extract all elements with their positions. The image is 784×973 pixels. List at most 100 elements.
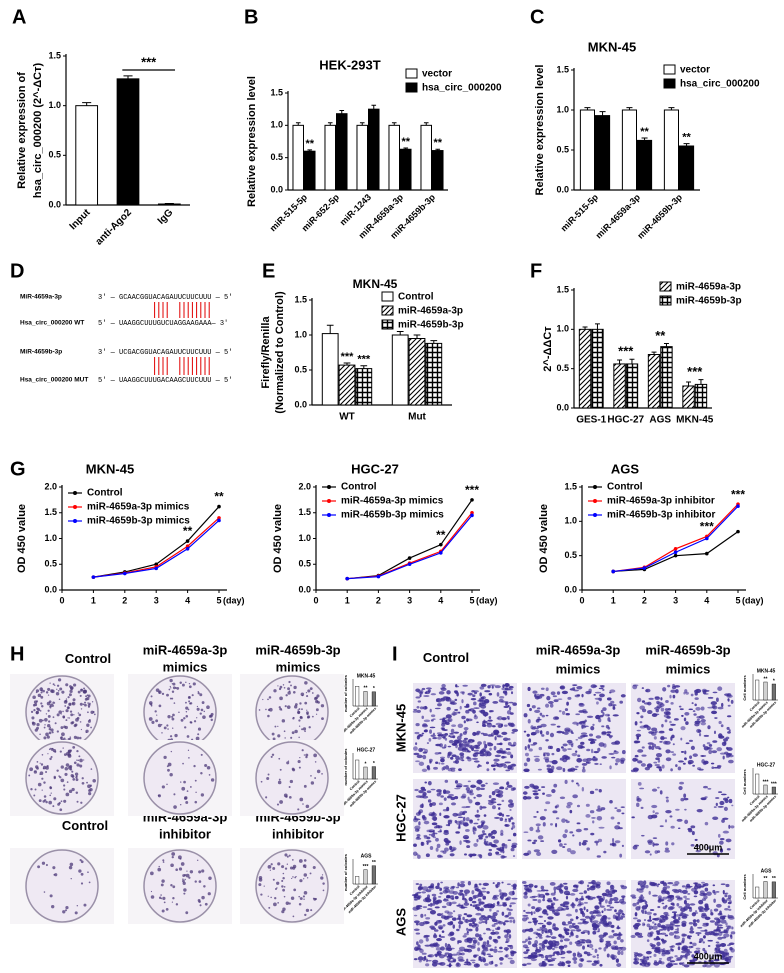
colony: [73, 698, 76, 701]
cell: [554, 699, 559, 702]
colony: [289, 796, 292, 799]
cell: [432, 737, 437, 739]
cell: [523, 791, 528, 795]
cell: [507, 765, 512, 769]
colony: [34, 771, 35, 772]
colony: [61, 765, 64, 768]
cell: [437, 703, 442, 706]
cell: [464, 744, 469, 747]
cell: [492, 830, 497, 835]
colony: [39, 719, 43, 723]
colony: [79, 737, 82, 740]
y-tick-label: 0.0: [44, 584, 57, 594]
colony: [322, 882, 324, 884]
cell: [509, 920, 512, 923]
cell: [621, 812, 624, 814]
cell: [600, 903, 602, 906]
cell: [438, 925, 443, 929]
cell: [505, 787, 508, 790]
cell: [466, 959, 468, 962]
colony: [73, 683, 76, 686]
colony: [306, 805, 310, 809]
significance: **: [655, 328, 666, 343]
cell: [595, 925, 599, 929]
cell: [722, 917, 726, 919]
cell: [621, 951, 624, 956]
cell: [558, 839, 561, 842]
cell: [538, 916, 542, 918]
cell: [621, 694, 626, 697]
cell: [489, 948, 493, 951]
cell: [665, 841, 668, 845]
cell: [631, 816, 634, 818]
colony: [49, 786, 51, 788]
cell: [562, 846, 565, 848]
colony: [36, 700, 38, 702]
legend-label: miR-4659b-3p mimics: [341, 510, 444, 521]
legend-label: miR-4659b-3p: [398, 320, 464, 331]
colony: [46, 691, 48, 693]
cell: [446, 902, 452, 906]
cell: [507, 883, 511, 885]
cell: [489, 748, 492, 751]
cell: [560, 903, 565, 906]
cell: [584, 906, 586, 910]
cell: [616, 963, 621, 967]
cell: [505, 824, 508, 826]
colony: [293, 686, 296, 689]
cell: [726, 747, 729, 750]
cell: [523, 769, 529, 772]
colony: [187, 790, 189, 792]
colony: [199, 693, 202, 696]
cell: [450, 937, 456, 941]
cell: [439, 802, 443, 805]
colony: [45, 801, 47, 803]
colony: [40, 702, 42, 704]
cell: [595, 882, 601, 886]
colony: [170, 687, 171, 688]
colony: [155, 719, 158, 722]
cell: [715, 947, 721, 950]
cell: [450, 853, 455, 856]
cell: [660, 881, 664, 884]
significance: ***: [687, 364, 703, 379]
x-tick-label: Mut: [408, 412, 426, 423]
cell: [422, 769, 427, 772]
column-header: inhibitor: [159, 826, 211, 841]
cell: [672, 884, 678, 886]
cell: [559, 889, 563, 893]
cell: [536, 933, 541, 935]
cell: [634, 958, 637, 961]
colony: [304, 681, 307, 684]
cell: [497, 716, 502, 720]
cell: [526, 796, 532, 799]
cell: [684, 820, 688, 824]
colony: [61, 713, 62, 714]
cell: [668, 895, 674, 898]
colony: [171, 716, 173, 718]
colony: [41, 778, 43, 780]
colony: [312, 692, 314, 694]
cell: [697, 719, 700, 721]
cell: [553, 784, 557, 788]
cell: [591, 886, 595, 889]
dish: [26, 850, 98, 922]
cell: [421, 842, 424, 846]
cell: [467, 931, 469, 934]
cell: [484, 841, 487, 845]
cell: [660, 825, 664, 827]
legend-swatch: [660, 296, 671, 305]
cell: [666, 950, 671, 952]
cell: [449, 931, 454, 935]
colony: [159, 692, 161, 694]
colony: [42, 690, 45, 693]
cell: [433, 767, 438, 770]
cell: [725, 953, 729, 957]
colony: [61, 691, 64, 694]
cell: [481, 784, 486, 787]
cell: [714, 908, 718, 911]
cell: [482, 830, 485, 833]
cell: [507, 705, 509, 707]
cell: [473, 690, 479, 692]
cell: [430, 903, 435, 906]
